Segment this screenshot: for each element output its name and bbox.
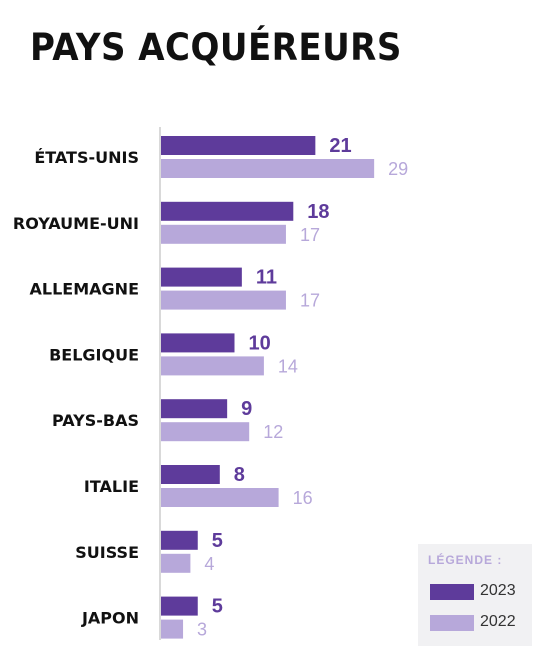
category-label-japon: JAPON [81,609,139,628]
legend-swatch-2022 [430,615,474,631]
category-label-pays-bas: PAYS-BAS [52,411,139,430]
value-label-etats-unis-2023: 21 [329,135,351,157]
value-label-suisse-2022: 4 [204,554,214,574]
legend-swatch-2023 [430,584,474,600]
legend-label-2022: 2022 [480,613,516,630]
bar-etats-unis-2022 [161,159,375,178]
category-label-etats-unis: ÉTATS-UNIS [34,148,139,167]
value-label-royaume-uni-2023: 18 [307,201,329,223]
bar-italie-2023 [161,465,220,484]
value-label-japon-2022: 3 [197,620,207,640]
value-label-etats-unis-2022: 29 [388,159,408,179]
value-label-allemagne-2022: 17 [300,291,320,311]
value-label-belgique-2023: 10 [249,332,271,354]
value-label-pays-bas-2023: 9 [241,398,252,420]
legend: LÉGENDE : 2023 2022 [418,544,532,646]
bar-suisse-2022 [161,553,191,573]
bar-suisse-2023 [161,530,198,550]
bar-pays-bas-2023 [161,399,228,419]
page-title: PAYS ACQUÉREURS [30,26,402,69]
value-label-allemagne-2023: 11 [256,267,277,289]
bar-japon-2022 [161,619,184,639]
bar-etats-unis-2023 [161,136,316,155]
bar-royaume-uni-2022 [161,224,286,244]
bar-belgique-2023 [161,333,235,353]
legend-label-2023: 2023 [480,582,516,599]
value-label-italie-2022: 16 [293,488,313,508]
bar-pays-bas-2022 [161,422,250,442]
category-label-allemagne: ALLEMAGNE [30,280,139,299]
category-label-belgique: BELGIQUE [49,345,139,364]
category-label-suisse: SUISSE [75,543,139,562]
bar-allemagne-2022 [161,290,286,310]
category-label-italie: ITALIE [84,477,139,496]
value-label-italie-2023: 8 [234,464,245,486]
bar-italie-2022 [161,488,279,507]
value-label-suisse-2023: 5 [212,530,223,552]
bar-belgique-2022 [161,356,264,376]
value-label-japon-2023: 5 [212,596,223,618]
bar-royaume-uni-2023 [161,201,294,221]
value-label-pays-bas-2022: 12 [263,422,283,442]
bar-japon-2023 [161,596,198,616]
value-label-royaume-uni-2022: 17 [300,225,320,245]
legend-title: LÉGENDE : [428,553,503,567]
value-label-belgique-2022: 14 [278,356,298,376]
category-label-royaume-uni: ROYAUME-UNI [13,214,139,233]
bar-allemagne-2023 [161,267,242,287]
